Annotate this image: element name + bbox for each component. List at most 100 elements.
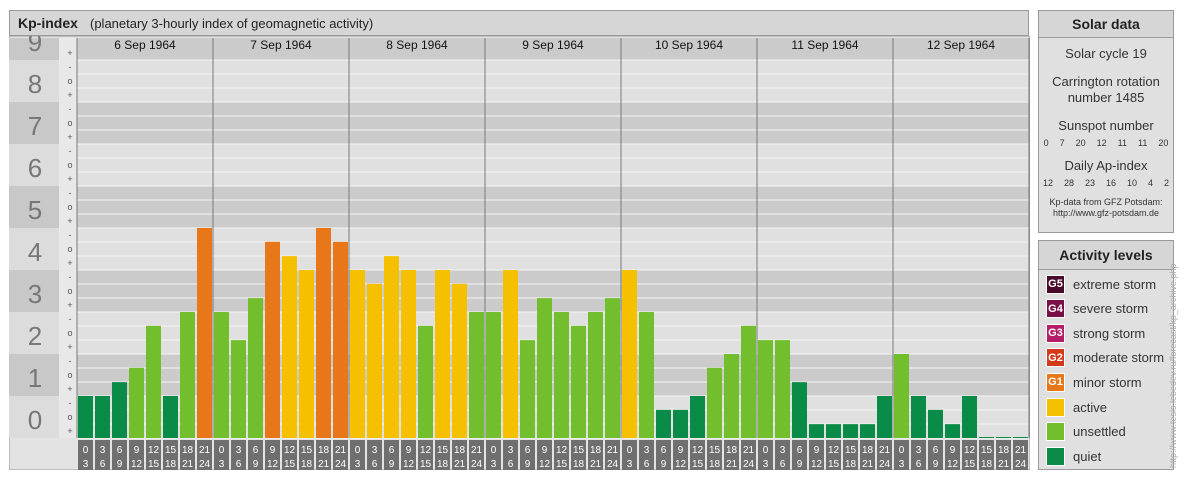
kp-bar [129, 367, 144, 438]
y-minor-label: + [67, 384, 72, 394]
legend-item: G3 strong storm [1046, 323, 1145, 343]
kp-bar [248, 298, 263, 438]
kp-bar [656, 409, 671, 438]
y-minor-box [59, 312, 77, 354]
kp-chart: 0123456789+o-+o-+o-+o-+o-+o-+o-+o-+o-+6 … [9, 36, 1030, 470]
interval-end-label: 9 [933, 459, 939, 470]
kp-bar [996, 437, 1011, 438]
interval-box [333, 440, 348, 470]
interval-start-label: 12 [556, 445, 568, 456]
chart-title: Kp-index [18, 15, 78, 31]
interval-box [673, 440, 688, 470]
ap-value: 10 [1127, 178, 1138, 188]
y-minor-box [59, 38, 77, 60]
kp-bar [775, 340, 790, 438]
interval-box [911, 440, 926, 470]
source-line1: Kp-data from GFZ Potsdam: [1049, 197, 1163, 207]
sunspot-value: 20 [1075, 138, 1086, 148]
y-minor-label: o [67, 412, 72, 422]
interval-start-label: 15 [165, 445, 177, 456]
y-minor-label: + [67, 300, 72, 310]
kp-bar [690, 396, 705, 438]
kp-bar [469, 312, 484, 438]
interval-end-label: 15 [692, 459, 704, 470]
interval-end-label: 3 [355, 459, 361, 470]
y-minor-label: o [67, 370, 72, 380]
y-minor-box [59, 102, 77, 144]
interval-end-label: 21 [318, 459, 330, 470]
kp-bar [877, 396, 892, 438]
interval-end-label: 15 [420, 459, 432, 470]
y-minor-label: + [67, 132, 72, 142]
y-minor-label: o [67, 244, 72, 254]
interval-box [945, 440, 960, 470]
interval-start-label: 0 [899, 445, 905, 456]
interval-start-label: 0 [83, 445, 89, 456]
day-label: 10 Sep 1964 [655, 38, 723, 52]
kp-bar [95, 396, 110, 438]
interval-start-label: 6 [117, 445, 123, 456]
legend-swatch: G3 [1046, 323, 1065, 343]
carrington-line1: Carrington rotation [1052, 74, 1160, 89]
chart-header: Kp-index (planetary 3-hourly index of ge… [9, 10, 1029, 36]
legend-item: G5 extreme storm [1046, 274, 1156, 294]
interval-box [350, 440, 365, 470]
ap-value: 16 [1105, 178, 1116, 188]
kp-bar [741, 325, 756, 438]
kp-bar [231, 340, 246, 438]
interval-start-label: 6 [253, 445, 259, 456]
sunspot-values: 0 7 20 12 11 11 20 [1039, 138, 1173, 148]
interval-box [877, 440, 892, 470]
y-minor-label: - [69, 230, 72, 240]
interval-end-label: 18 [981, 459, 993, 470]
interval-end-label: 24 [471, 459, 483, 470]
kp-bar [333, 241, 348, 438]
y-minor-label: + [67, 48, 72, 58]
interval-end-label: 12 [811, 459, 823, 470]
y-label-box [9, 38, 59, 60]
interval-end-label: 15 [148, 459, 160, 470]
y-minor-label: + [67, 174, 72, 184]
kp-bar [384, 256, 399, 438]
interval-start-label: 6 [389, 445, 395, 456]
interval-end-label: 9 [525, 459, 531, 470]
y-minor-box [59, 186, 77, 228]
kp-bar [605, 298, 620, 438]
grid-band [77, 60, 1029, 102]
y-minor-label: o [67, 76, 72, 86]
interval-start-label: 0 [355, 445, 361, 456]
interval-box [571, 440, 586, 470]
interval-box [996, 440, 1011, 470]
y-minor-box [59, 396, 77, 438]
sunspot-title: Sunspot number [1058, 118, 1154, 133]
interval-box [452, 440, 467, 470]
interval-box [78, 440, 93, 470]
interval-box [554, 440, 569, 470]
kp-bar [112, 382, 127, 438]
interval-start-label: 18 [590, 445, 602, 456]
watermark-url: http://www.tesis.lebedev.ru/forecast/kp_… [1168, 263, 1178, 468]
kp-bar [197, 228, 212, 438]
source-link[interactable]: http://www.gfz-potsdam.de [1052, 208, 1160, 218]
interval-end-label: 3 [491, 459, 497, 470]
kp-bar [894, 354, 909, 438]
interval-box [979, 440, 994, 470]
interval-end-label: 3 [627, 459, 633, 470]
interval-box [741, 440, 756, 470]
ap-index-values: 12 28 23 16 10 4 2 [1039, 178, 1173, 188]
y-minor-label: + [67, 258, 72, 268]
interval-end-label: 6 [236, 459, 242, 470]
sunspot-value: 7 [1059, 138, 1065, 148]
interval-start-label: 18 [862, 445, 874, 456]
kp-bar [826, 424, 841, 438]
y-minor-label: + [67, 90, 72, 100]
interval-end-label: 9 [389, 459, 395, 470]
interval-end-label: 18 [301, 459, 313, 470]
interval-end-label: 24 [335, 459, 347, 470]
interval-end-label: 9 [117, 459, 123, 470]
interval-start-label: 15 [301, 445, 313, 456]
interval-end-label: 21 [182, 459, 194, 470]
interval-end-label: 6 [508, 459, 514, 470]
interval-box [690, 440, 705, 470]
interval-start-label: 3 [916, 445, 922, 456]
